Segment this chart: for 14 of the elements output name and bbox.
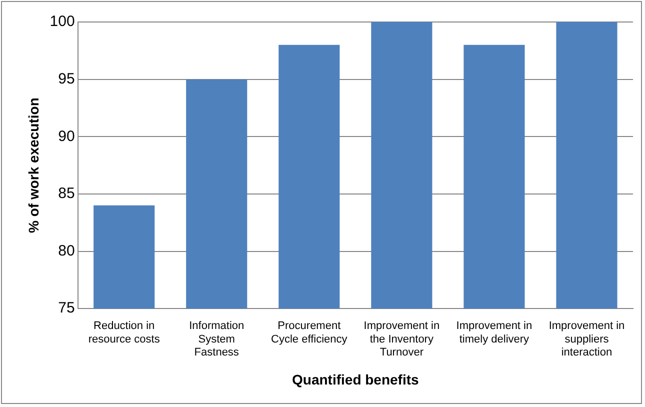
x-tick-label: Improvement in suppliers interaction	[548, 320, 625, 359]
y-tick-label: 85	[58, 185, 75, 202]
x-axis-title: Quantified benefits	[292, 371, 420, 388]
x-tick-label: Improvement in timely delivery	[456, 320, 532, 346]
y-tick-label: 80	[58, 242, 75, 260]
y-tick-label: 95	[58, 70, 75, 88]
x-tick-label: Information System Fastness	[189, 320, 244, 359]
y-axis-title: % of work execution	[25, 98, 42, 233]
y-tick-label: 90	[58, 128, 75, 145]
x-tick-label: Improvement in the Inventory Turnover	[364, 320, 440, 359]
y-tick-label: 75	[58, 300, 75, 317]
x-tick-label: Procurement Cycle efficiency	[271, 320, 348, 346]
y-tick-label: 100	[50, 13, 75, 30]
x-tick-label: Reduction in resource costs	[88, 320, 160, 346]
